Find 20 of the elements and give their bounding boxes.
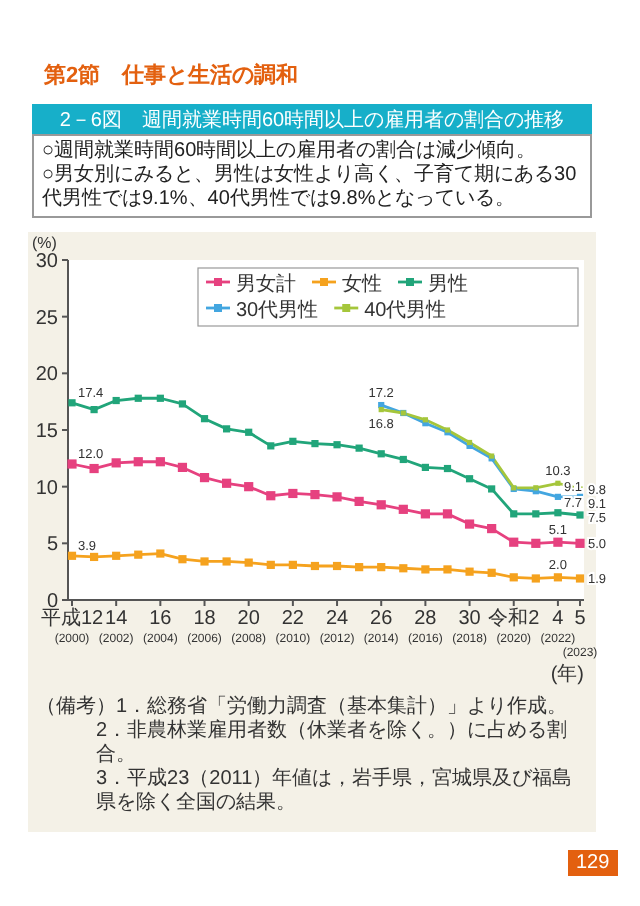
legend-label: 40代男性: [364, 298, 447, 322]
text: 2．非農林業雇用者数（休業者を除く。）に占める割合。: [94, 720, 570, 767]
chart-subtitle: ○週間就業時間60時間以上の雇用者の割合は減少傾向。 ○男女別にみると、男性は女性より高く、子育て期にある30代男性では9.1%、40代男性では9.8%となっている。: [42, 140, 579, 212]
legend-label: 女性: [342, 272, 382, 296]
y-tick-label: 25: [35, 307, 59, 330]
legend-label: 男性: [428, 272, 468, 296]
y-tick-label: 20: [35, 364, 59, 387]
legend-label: 30代男性: [236, 298, 319, 322]
text: 129: [568, 850, 618, 876]
chart-title: 2－6図 週間就業時間60時間以上の雇用者の割合の推移: [32, 104, 592, 136]
legend-label: 男女計: [236, 272, 296, 296]
x-axis-title: (年): [550, 662, 584, 686]
y-axis-title: (%): [32, 234, 58, 252]
text: （備考）1．総務省「労働力調査（基本集計）」より作成。: [36, 696, 570, 719]
y-tick-label: 5: [46, 534, 59, 557]
y-tick-label: 30: [35, 251, 59, 273]
y-tick-label: 15: [35, 421, 59, 443]
y-tick-label: 10: [35, 477, 59, 500]
text: 3．平成23（2011）年値は，岩手県，宮城県及び福島県を除く全国の結果。: [94, 768, 575, 816]
text: 第2節 仕事と生活の調和: [44, 61, 299, 90]
